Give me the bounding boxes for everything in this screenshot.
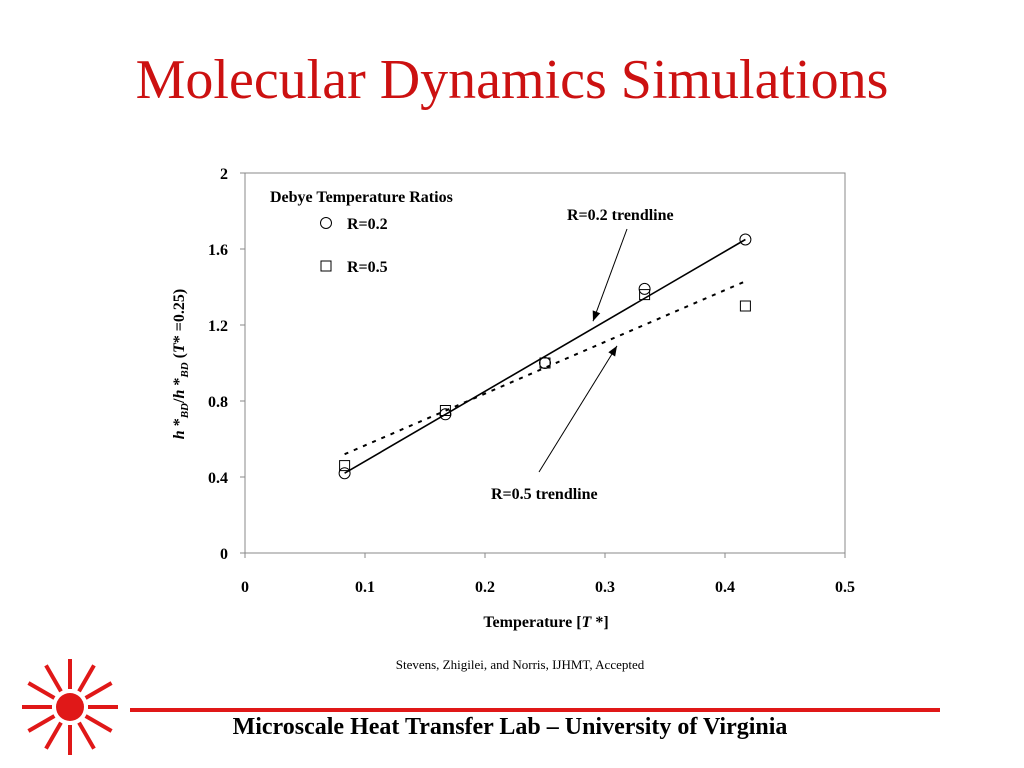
x-tick-label: 0.5 bbox=[835, 579, 855, 596]
annotation-r02: R=0.2 trendline bbox=[567, 207, 674, 322]
y-tick-label: 0.4 bbox=[208, 470, 228, 487]
slide-title: Molecular Dynamics Simulations bbox=[135, 49, 889, 111]
legend-label-r02: R=0.2 bbox=[347, 216, 388, 233]
y-axis-ticks: 0 0.4 0.8 1.2 1.6 2 bbox=[208, 166, 245, 563]
plot-frame bbox=[244, 172, 846, 554]
y-axis-title: h *BD/h *BD (T* =0.25) bbox=[171, 289, 191, 439]
x-tick-label: 0.2 bbox=[475, 579, 495, 596]
annotation-r05-arrow bbox=[538, 345, 618, 473]
x-tick-label: 0.3 bbox=[595, 579, 615, 596]
annotation-r05: R=0.5 trendline bbox=[491, 345, 618, 503]
point-r02 bbox=[638, 282, 651, 295]
point-r05 bbox=[639, 289, 651, 301]
point-r02 bbox=[338, 467, 351, 480]
point-r05 bbox=[539, 357, 551, 369]
x-axis-ticks: 0 0.1 0.2 0.3 0.4 0.5 bbox=[241, 553, 855, 596]
y-tick-label: 0.8 bbox=[208, 394, 228, 411]
data-points bbox=[338, 233, 752, 480]
annotation-r02-label: R=0.2 trendline bbox=[567, 207, 674, 224]
legend-marker-circle bbox=[320, 217, 332, 229]
annotation-r02-arrow bbox=[592, 228, 628, 322]
x-tick-label: 0.1 bbox=[355, 579, 375, 596]
y-tick-label: 1.2 bbox=[208, 318, 228, 335]
point-r05 bbox=[739, 300, 751, 312]
trendline-r02 bbox=[344, 238, 746, 474]
legend-label-r05: R=0.5 bbox=[347, 259, 388, 276]
x-tick-label: 0.4 bbox=[715, 579, 735, 596]
y-tick-label: 1.6 bbox=[208, 242, 228, 259]
legend-title: Debye Temperature Ratios bbox=[270, 189, 453, 206]
footer-divider bbox=[130, 708, 940, 712]
legend: Debye Temperature Ratios R=0.2 R=0.5 bbox=[270, 189, 453, 276]
point-r05 bbox=[339, 460, 351, 472]
trendlines bbox=[344, 238, 746, 474]
trendline-r05 bbox=[344, 280, 746, 456]
lab-logo bbox=[22, 659, 118, 755]
y-tick-label: 0 bbox=[220, 546, 228, 563]
scatter-chart: 0 0.1 0.2 0.3 0.4 0.5 0 0.4 0.8 1.2 1.6 2 Debye Te… bbox=[171, 166, 855, 631]
annotation-r02-arrowhead bbox=[592, 310, 601, 322]
annotation-r05-label: R=0.5 trendline bbox=[491, 486, 598, 503]
x-axis-title: Temperature [T *] bbox=[483, 614, 608, 631]
x-tick-label: 0 bbox=[241, 579, 249, 596]
citation: Stevens, Zhigilei, and Norris, IJHMT, Ac… bbox=[395, 657, 645, 672]
y-tick-label: 2 bbox=[220, 166, 228, 183]
legend-marker-square bbox=[320, 260, 332, 272]
point-r05 bbox=[439, 405, 451, 416]
footer-text: Microscale Heat Transfer Lab – Universit… bbox=[232, 714, 788, 740]
annotation-r05-arrowhead bbox=[608, 345, 617, 357]
point-r02 bbox=[539, 357, 551, 369]
point-r02 bbox=[739, 233, 752, 246]
